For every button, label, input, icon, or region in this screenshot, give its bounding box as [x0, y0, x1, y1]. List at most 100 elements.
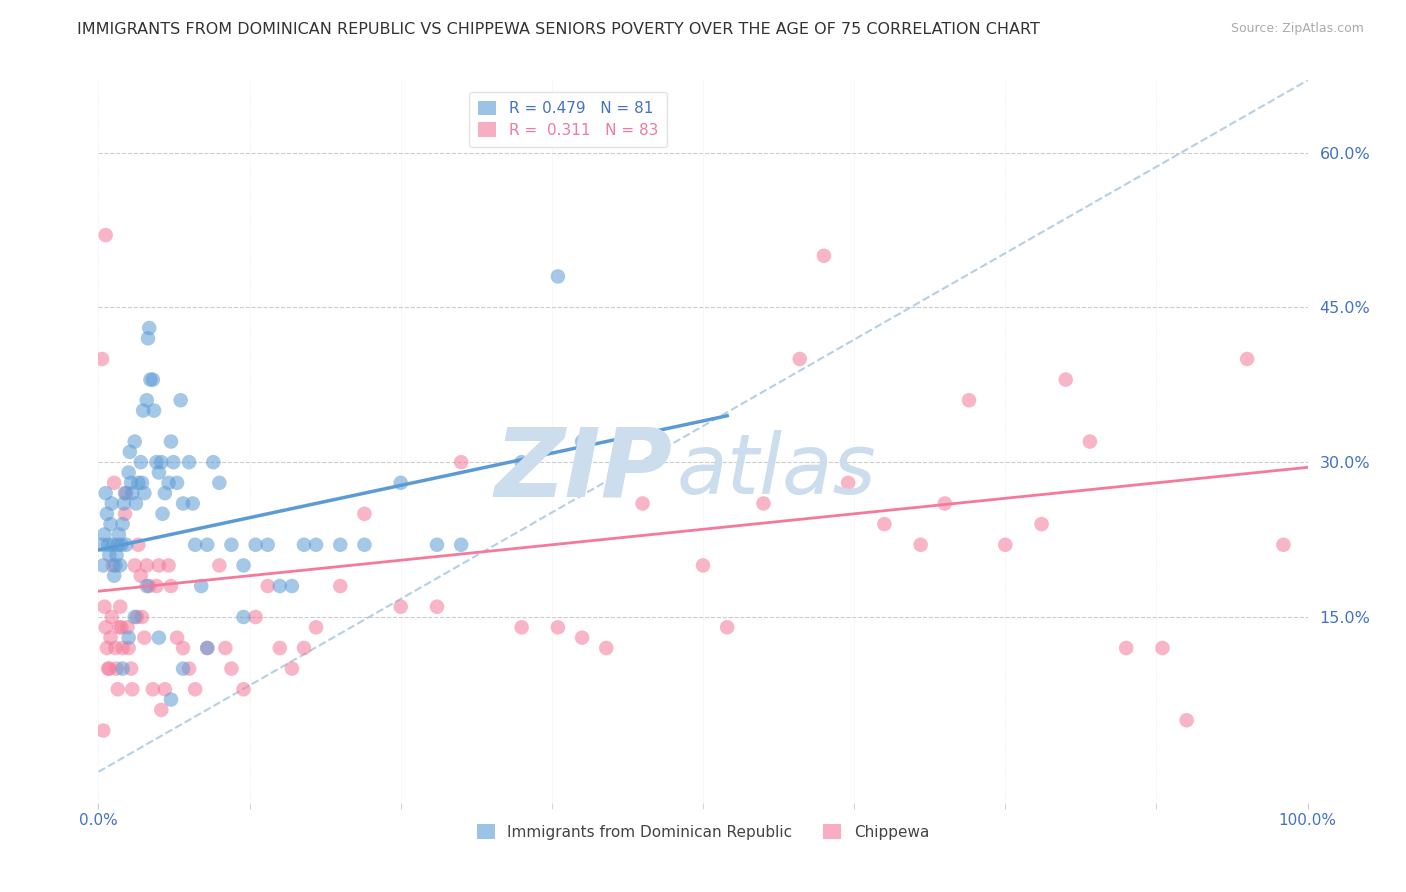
Point — [389, 475, 412, 490]
Point — [104, 558, 127, 573]
Point — [153, 486, 176, 500]
Point — [135, 393, 157, 408]
Point — [172, 662, 194, 676]
Point — [129, 455, 152, 469]
Point — [195, 640, 218, 655]
Point — [208, 475, 231, 490]
Point — [117, 620, 139, 634]
Point — [994, 538, 1017, 552]
Point — [131, 610, 153, 624]
Point — [157, 475, 180, 490]
Point — [595, 640, 617, 655]
Point — [107, 682, 129, 697]
Point — [94, 620, 117, 634]
Point — [142, 373, 165, 387]
Point — [195, 640, 218, 655]
Point — [138, 579, 160, 593]
Point — [172, 496, 194, 510]
Point — [547, 620, 569, 634]
Point — [510, 455, 533, 469]
Point — [108, 620, 131, 634]
Point — [184, 682, 207, 697]
Point — [631, 496, 654, 510]
Point — [138, 321, 160, 335]
Point — [873, 517, 896, 532]
Point — [100, 631, 122, 645]
Point — [91, 558, 114, 573]
Point — [127, 538, 149, 552]
Point — [1175, 713, 1198, 727]
Point — [426, 538, 449, 552]
Point — [127, 610, 149, 624]
Point — [450, 455, 472, 469]
Point — [389, 599, 412, 614]
Point — [1236, 351, 1258, 366]
Text: atlas: atlas — [676, 430, 876, 511]
Point — [305, 538, 328, 552]
Point — [214, 640, 236, 655]
Point — [150, 455, 173, 469]
Point — [510, 620, 533, 634]
Point — [152, 507, 174, 521]
Point — [97, 662, 120, 676]
Point — [97, 538, 120, 552]
Point — [169, 393, 191, 408]
Point — [91, 723, 114, 738]
Point — [716, 620, 738, 634]
Legend: Immigrants from Dominican Republic, Chippewa: Immigrants from Dominican Republic, Chip… — [471, 818, 935, 846]
Point — [148, 631, 170, 645]
Point — [96, 640, 118, 655]
Point — [104, 640, 127, 655]
Point — [153, 682, 176, 697]
Point — [281, 662, 304, 676]
Point — [135, 558, 157, 573]
Point — [281, 579, 304, 593]
Point — [111, 517, 134, 532]
Point — [100, 496, 122, 510]
Point — [547, 269, 569, 284]
Point — [121, 682, 143, 697]
Point — [114, 507, 136, 521]
Point — [256, 579, 278, 593]
Point — [127, 475, 149, 490]
Point — [94, 228, 117, 243]
Point — [150, 703, 173, 717]
Point — [353, 538, 375, 552]
Point — [100, 517, 122, 532]
Point — [202, 455, 225, 469]
Point — [103, 568, 125, 582]
Point — [571, 631, 593, 645]
Point — [292, 640, 315, 655]
Point — [245, 610, 267, 624]
Point — [115, 486, 138, 500]
Point — [789, 351, 811, 366]
Point — [110, 538, 132, 552]
Point — [221, 662, 243, 676]
Point — [145, 579, 167, 593]
Point — [139, 373, 162, 387]
Point — [125, 496, 148, 510]
Point — [135, 579, 157, 593]
Point — [96, 507, 118, 521]
Point — [103, 475, 125, 490]
Point — [166, 475, 188, 490]
Point — [1078, 434, 1101, 449]
Point — [91, 351, 114, 366]
Point — [934, 496, 956, 510]
Point — [179, 662, 201, 676]
Point — [91, 538, 114, 552]
Point — [142, 682, 165, 697]
Point — [98, 548, 121, 562]
Point — [120, 475, 142, 490]
Point — [124, 434, 146, 449]
Point — [269, 640, 291, 655]
Point — [112, 496, 135, 510]
Point — [190, 579, 212, 593]
Point — [1115, 640, 1137, 655]
Point — [221, 538, 243, 552]
Point — [195, 538, 218, 552]
Point — [353, 507, 375, 521]
Point — [94, 486, 117, 500]
Point — [129, 568, 152, 582]
Point — [160, 579, 183, 593]
